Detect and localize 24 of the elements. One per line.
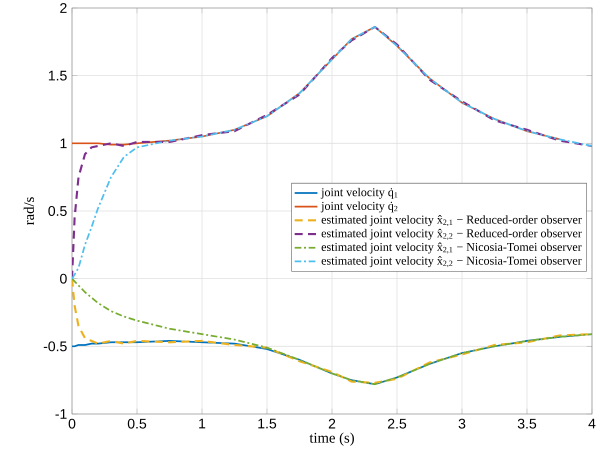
x-axis-title: time (s) [310,432,354,446]
x-tick-label: 3 [458,418,466,429]
legend-label: estimated joint velocity x̂$_{2,2}$ − Nicosia-Tomei observer [322,256,582,268]
x-tick-label: 0.5 [128,418,146,429]
legend-label: estimated joint velocity x̂$_{2,1}$ − Reduced-order observer [322,215,582,226]
legend-label: joint velocity q̇$_{2}$ [320,202,398,212]
y-tick-label: 2 [60,3,67,13]
x-tick-label: 1.5 [258,418,276,428]
x-tick-label: 2.5 [388,418,406,429]
legend-label: joint velocity q̇$_{1}$ [320,188,398,199]
legend-label: estimated joint velocity x̂$_{2,2}$ − Reduced-order observer [322,228,582,240]
y-tick-label: 0.5 [48,206,67,216]
x-tick-label: 2 [328,418,336,428]
y-axis-title: rad/s [24,197,34,225]
x-tick-label: 3.5 [518,418,536,429]
x-tick-label: 4 [588,418,596,428]
legend-label: estimated joint velocity x̂$_{2,1}$ − Nicosia-Tomei observer [322,242,582,254]
y-tick-label: -1 [55,409,67,419]
y-tick-label: 1.5 [48,70,67,81]
x-tick-label: 1 [199,418,206,428]
y-tick-label: -0.5 [44,341,67,352]
y-tick-label: 0 [60,274,67,284]
x-tick-label: 0 [68,418,76,429]
y-tick-label: 1 [60,138,67,148]
